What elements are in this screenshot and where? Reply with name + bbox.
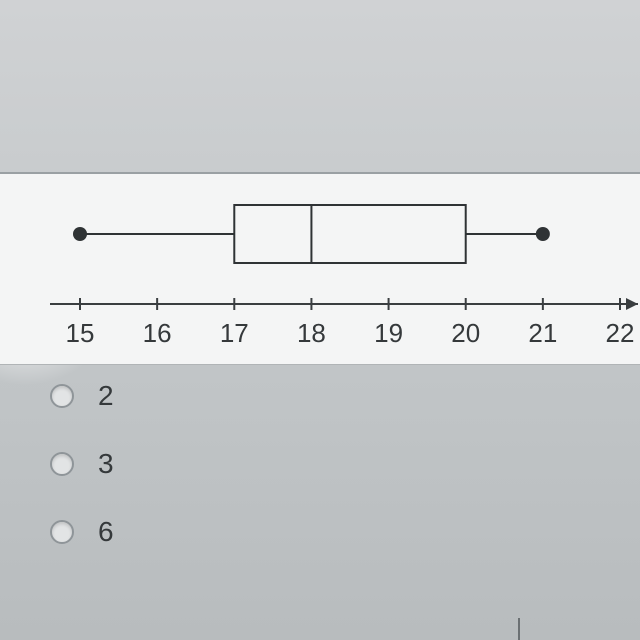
radio-icon[interactable] (50, 520, 74, 544)
stray-tick-mark (518, 618, 520, 640)
radio-icon[interactable] (50, 452, 74, 476)
svg-text:16: 16 (143, 318, 172, 348)
answer-options: 2 3 6 (50, 380, 550, 584)
boxplot-svg: 15 16 17 18 19 20 21 22 (0, 174, 640, 364)
svg-text:20: 20 (451, 318, 480, 348)
boxplot-group: 15 16 17 18 19 20 21 22 (50, 205, 638, 348)
answer-option-0[interactable]: 2 (50, 380, 550, 412)
svg-text:18: 18 (297, 318, 326, 348)
svg-text:15: 15 (66, 318, 95, 348)
answer-label: 2 (98, 380, 114, 412)
svg-text:19: 19 (374, 318, 403, 348)
answer-label: 3 (98, 448, 114, 480)
chart-panel: 15 16 17 18 19 20 21 22 (0, 172, 640, 365)
svg-text:17: 17 (220, 318, 249, 348)
answer-option-1[interactable]: 3 (50, 448, 550, 480)
svg-text:22: 22 (606, 318, 635, 348)
svg-text:21: 21 (528, 318, 557, 348)
radio-icon[interactable] (50, 384, 74, 408)
answer-label: 6 (98, 516, 114, 548)
answer-option-2[interactable]: 6 (50, 516, 550, 548)
